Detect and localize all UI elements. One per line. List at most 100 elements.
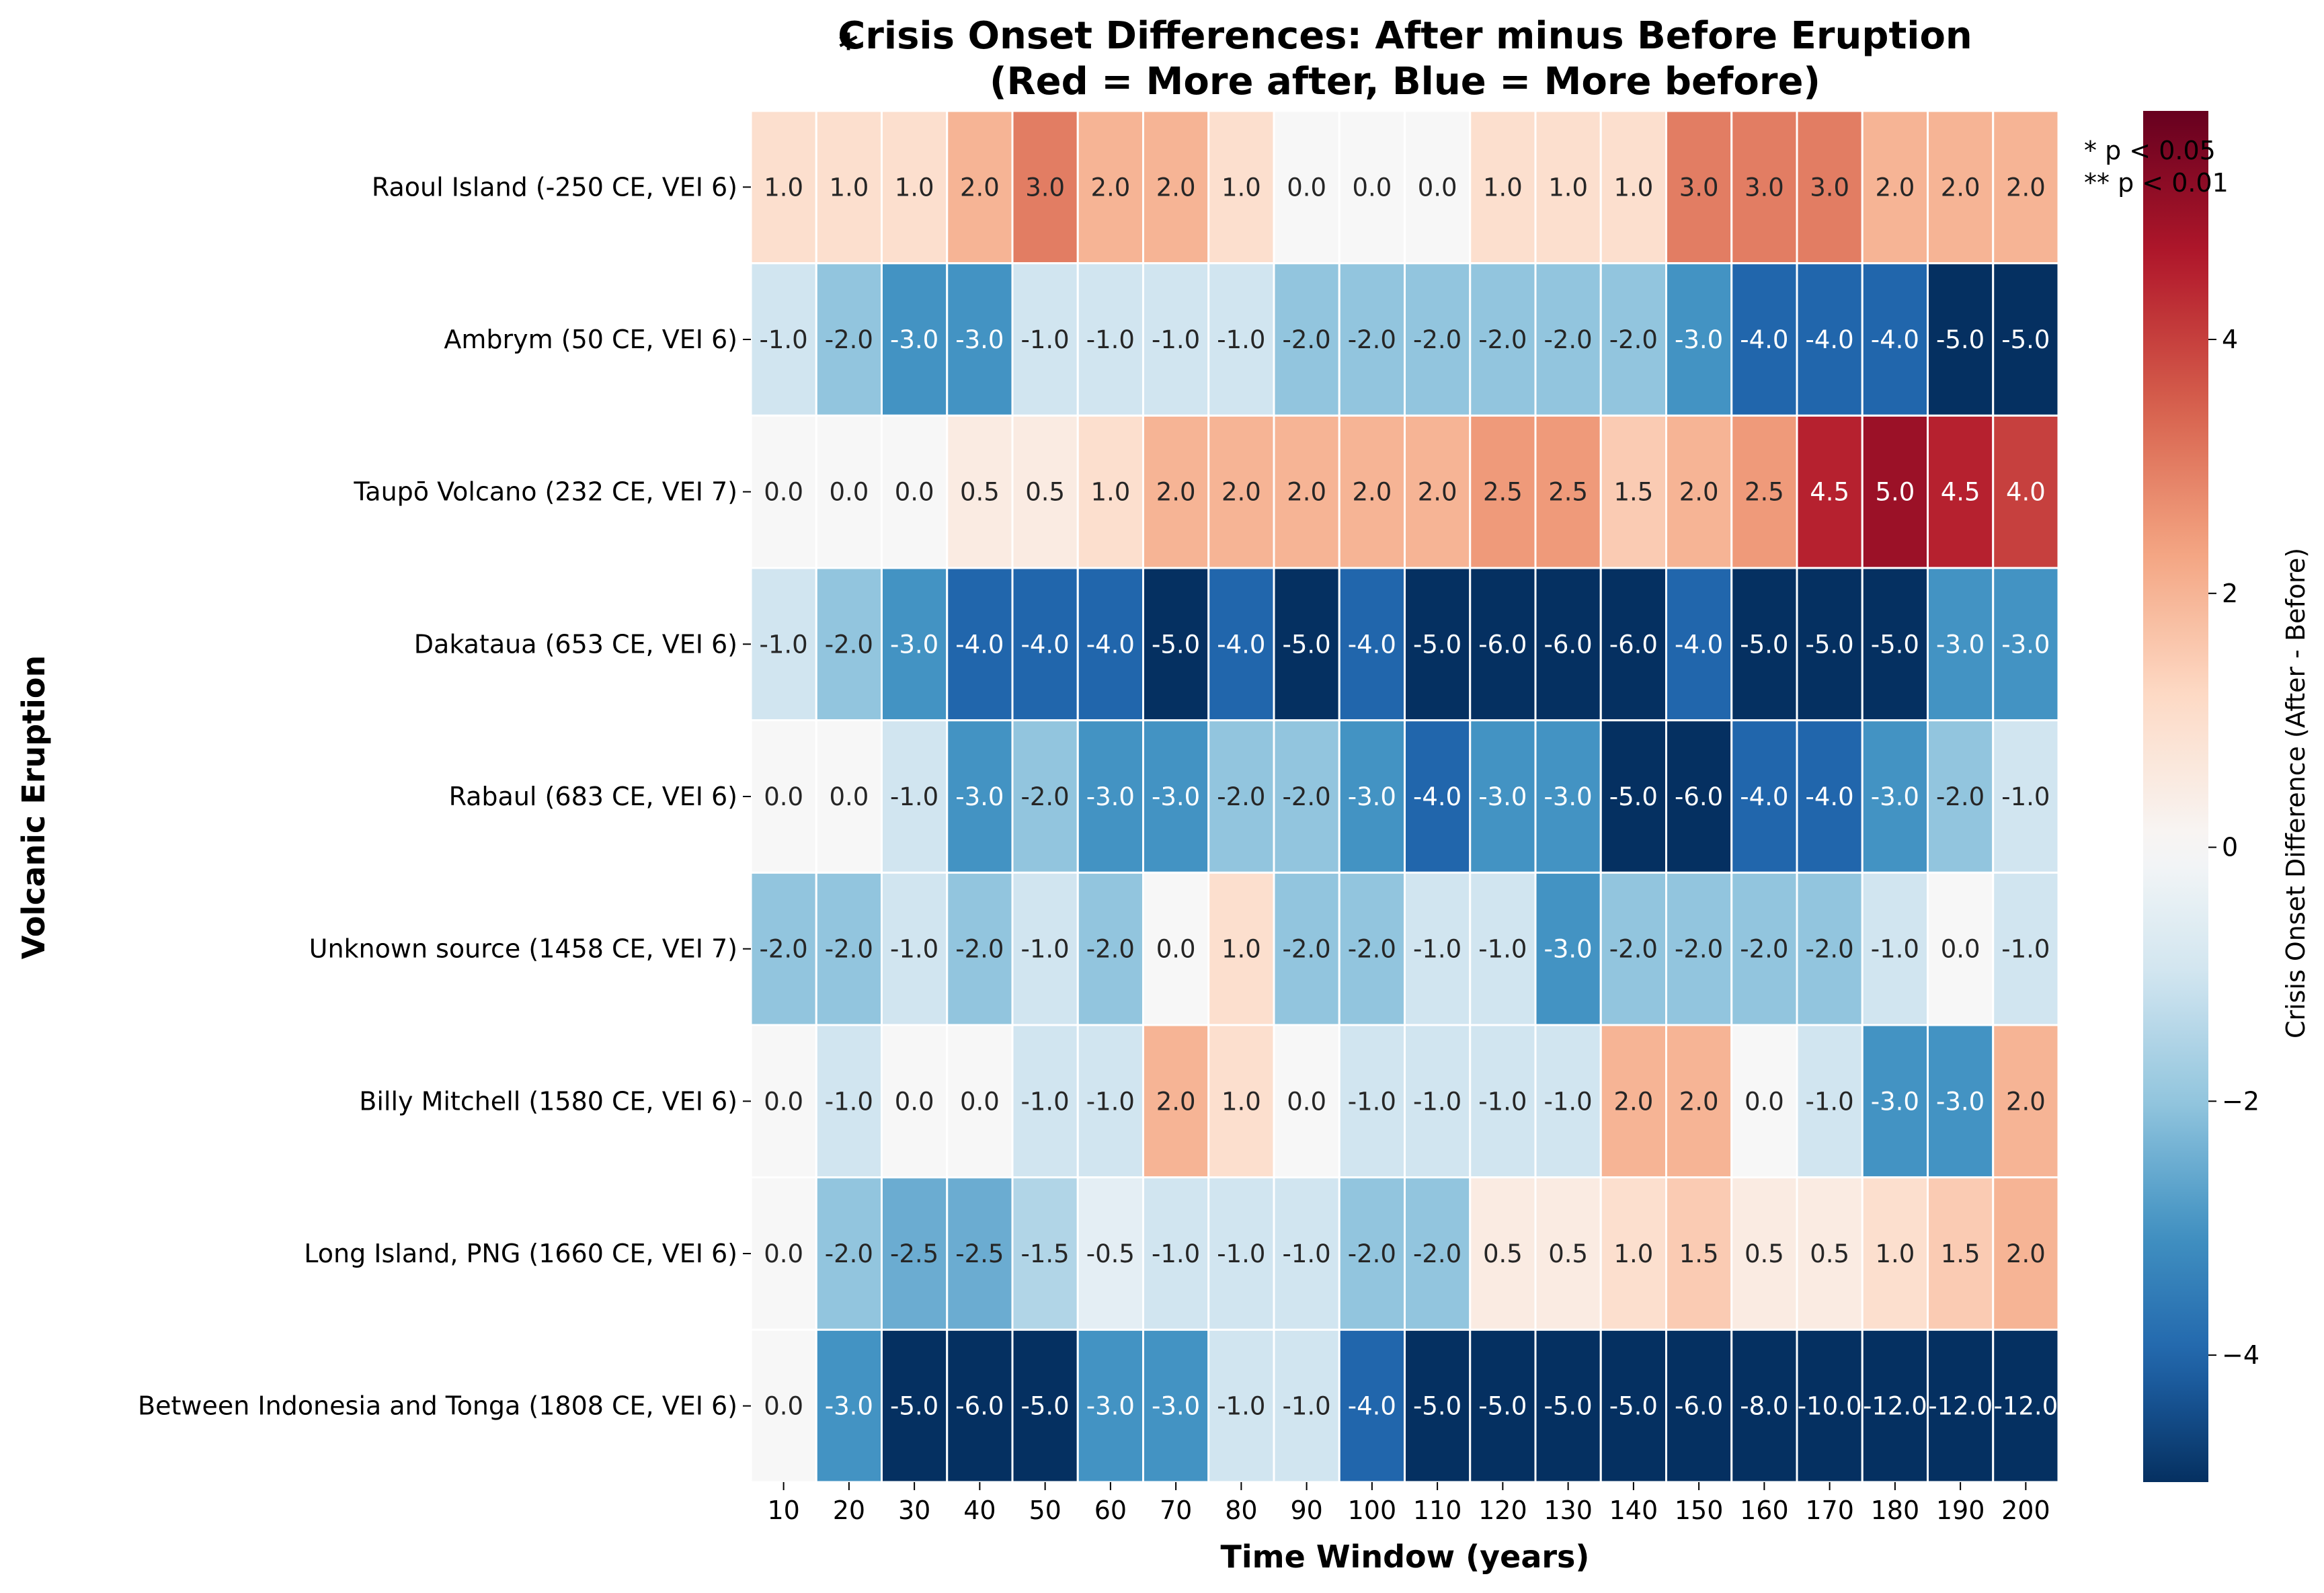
cell-value-label: -1.0 <box>1021 1087 1070 1116</box>
heatmap-cell <box>1927 871 1995 1026</box>
cell-value-label: -4.0 <box>1348 1392 1396 1421</box>
cell-value-label: -5.0 <box>890 1392 938 1421</box>
heatmap-cell <box>1861 871 1929 1026</box>
cell-value-label: -2.0 <box>1086 935 1135 964</box>
chart-subtitle: (Red = More after, Blue = More before) <box>990 60 1820 104</box>
cell-value-label: -1.0 <box>760 325 808 354</box>
heatmap-cell <box>1927 567 1995 722</box>
cell-value-label: -6.0 <box>1675 1392 1723 1421</box>
cell-value-label: 0.5 <box>1810 1239 1849 1268</box>
cell-value-label: 1.0 <box>1221 1087 1261 1116</box>
heatmap-cell <box>1338 567 1406 722</box>
cell-value-label: 0.0 <box>764 1392 803 1421</box>
cell-value-label: 2.0 <box>1418 478 1457 507</box>
heatmap-cell <box>946 1024 1014 1179</box>
colorbar: −4 −2 0 2 4 <box>2143 111 2259 1482</box>
heatmap-cell <box>1599 414 1667 569</box>
heatmap-cell <box>1207 262 1275 417</box>
cell-value-label: 2.0 <box>1941 173 1980 202</box>
x-tick-label: 100 <box>1348 1496 1397 1525</box>
cell-value-label: -5.0 <box>1413 1392 1461 1421</box>
heatmap-cell <box>881 262 949 417</box>
cell-value-label: -12.0 <box>1863 1392 1927 1421</box>
heatmap-cell <box>1796 719 1864 874</box>
cell-value-label: 2.0 <box>2006 173 2046 202</box>
heatmap-cell <box>815 871 883 1026</box>
heatmap-cell <box>815 1024 883 1179</box>
heatmap-cell <box>1730 262 1798 417</box>
cell-value-label: 1.0 <box>895 173 934 202</box>
cell-value-label: -5.0 <box>1413 630 1461 659</box>
heatmap-cell <box>1730 414 1798 569</box>
cell-value-label: -2.0 <box>1675 935 1723 964</box>
heatmap-cell <box>1599 567 1667 722</box>
cell-value-label: 1.0 <box>1613 1239 1653 1268</box>
heatmap-cell <box>1011 719 1079 874</box>
x-tick-label: 170 <box>1805 1496 1854 1525</box>
cell-value-label: 2.0 <box>960 173 1000 202</box>
cell-value-label: -3.0 <box>2001 630 2050 659</box>
heatmap-cell <box>1665 1176 1733 1331</box>
heatmap-cell <box>1273 262 1340 417</box>
cell-value-label: -5.0 <box>1478 1392 1527 1421</box>
heatmap-cell <box>1599 1024 1667 1179</box>
heatmap-cell <box>1861 719 1929 874</box>
cell-value-label: -2.0 <box>1936 782 1985 811</box>
cell-value-label: -1.0 <box>1283 1392 1331 1421</box>
colorbar-tick-label: 4 <box>2222 325 2238 354</box>
heatmap-cell <box>1338 871 1406 1026</box>
cell-value-label: -6.0 <box>1544 630 1593 659</box>
heatmap-cell <box>1076 1328 1144 1483</box>
cell-value-label: -6.0 <box>1609 630 1658 659</box>
heatmap-cell <box>1207 567 1275 722</box>
heatmap-cell <box>1207 110 1275 265</box>
heatmap-cell <box>881 719 949 874</box>
colorbar-label: Crisis Onset Difference (After - Before) <box>2281 548 2311 1038</box>
cell-value-label: -1.0 <box>2001 782 2050 811</box>
heatmap-cell <box>1469 567 1537 722</box>
cell-value-label: -1.0 <box>1152 325 1200 354</box>
x-tick-label: 120 <box>1478 1496 1527 1525</box>
cell-value-label: 1.5 <box>1613 478 1653 507</box>
cell-value-label: 0.0 <box>960 1087 1000 1116</box>
heatmap-cell <box>1338 414 1406 569</box>
x-tick-label: 90 <box>1290 1496 1322 1525</box>
heatmap-cell <box>1927 414 1995 569</box>
colorbar-tick-label: −4 <box>2222 1340 2259 1370</box>
heatmap-cell <box>1992 871 2060 1026</box>
cell-value-label: 0.0 <box>1418 173 1457 202</box>
cell-value-label: 1.0 <box>1221 935 1261 964</box>
heatmap-cell <box>1142 719 1210 874</box>
cell-value-label: -2.0 <box>825 935 873 964</box>
heatmap-cell <box>1142 262 1210 417</box>
heatmap-cell <box>1207 1176 1275 1331</box>
cell-value-label: 2.5 <box>1548 478 1588 507</box>
cell-value-label: 0.0 <box>1941 935 1980 964</box>
heatmap-cell <box>1534 1328 1602 1483</box>
heatmap-cell <box>1338 1176 1406 1331</box>
heatmap-cell <box>1927 1024 1995 1179</box>
cell-value-label: -2.0 <box>825 1239 873 1268</box>
cell-value-label: -3.0 <box>1871 1087 1919 1116</box>
cell-value-label: -4.0 <box>1086 630 1135 659</box>
y-tick-label: Dakataua (653 CE, VEI 6) <box>414 629 737 659</box>
heatmap-cell <box>1730 1328 1798 1483</box>
cell-value-label: -5.0 <box>1609 782 1658 811</box>
cell-value-label: 0.0 <box>895 478 934 507</box>
y-tick-label: Long Island, PNG (1660 CE, VEI 6) <box>304 1239 737 1268</box>
cell-value-label: -4.0 <box>1348 630 1396 659</box>
cell-value-label: -1.0 <box>1021 325 1070 354</box>
heatmap-cell <box>1404 414 1472 569</box>
heatmap-cell <box>1076 1176 1144 1331</box>
cell-value-label: -5.0 <box>1871 630 1919 659</box>
cell-value-label: -2.0 <box>825 325 873 354</box>
cell-value-label: 2.0 <box>1287 478 1326 507</box>
cell-value-label: -1.0 <box>890 935 938 964</box>
cell-value-label: 2.0 <box>1090 173 1130 202</box>
heatmap-cell <box>1273 1024 1340 1179</box>
heatmap-cell <box>1404 1024 1472 1179</box>
cell-value-label: -5.0 <box>1283 630 1331 659</box>
cell-value-label: -3.0 <box>1936 630 1985 659</box>
y-tick-label: Rabaul (683 CE, VEI 6) <box>449 782 737 811</box>
cell-value-label: -2.0 <box>1348 935 1396 964</box>
